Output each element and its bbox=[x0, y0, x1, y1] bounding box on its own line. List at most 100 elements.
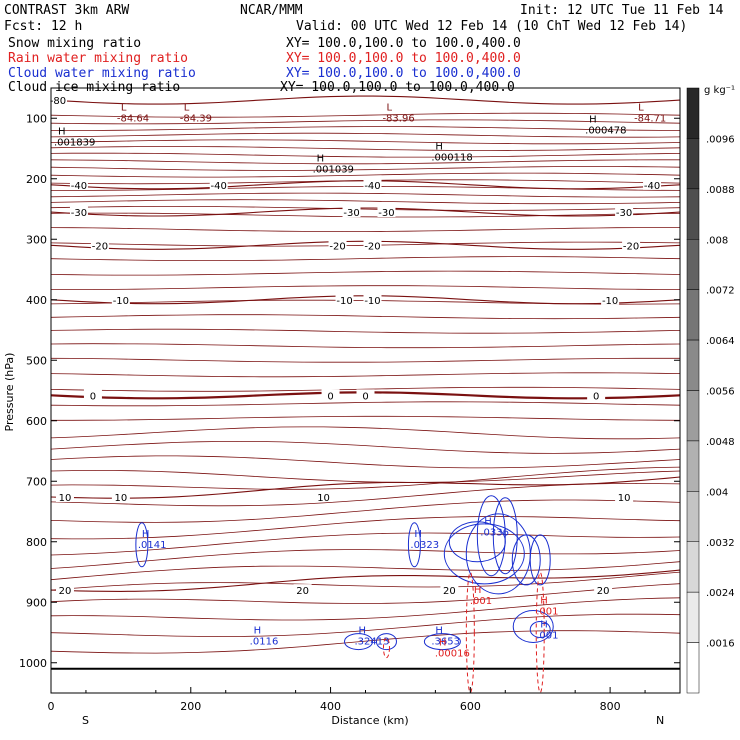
extremum-value: .001839 bbox=[54, 137, 95, 148]
colorbar-label: .0016 bbox=[706, 639, 735, 650]
isotherm-label-bg bbox=[69, 206, 88, 218]
colorbar-swatch bbox=[686, 87, 700, 139]
isotherm-thin bbox=[50, 112, 681, 118]
extremum-kind: H bbox=[589, 114, 597, 125]
isotherm-label-bg bbox=[587, 389, 606, 401]
field-cloud-water-name: Cloud water mixing ratio bbox=[8, 66, 196, 81]
isotherm-label-bg bbox=[90, 239, 109, 251]
isotherm-label-bg bbox=[48, 94, 67, 106]
isotherm-label: -10 bbox=[113, 296, 129, 307]
isotherm-label: -30 bbox=[343, 208, 359, 219]
rain-water-contour bbox=[382, 637, 390, 659]
extremum-value: .001 bbox=[536, 631, 558, 642]
isotherm-label-bg bbox=[342, 206, 361, 218]
cloud-water-contour bbox=[529, 534, 551, 586]
colorbar-swatch bbox=[686, 390, 700, 442]
isotherm-thin bbox=[50, 314, 681, 320]
y-tick-label: 800 bbox=[26, 536, 47, 549]
colorbar-swatch bbox=[686, 591, 700, 643]
field-snow-name: Snow mixing ratio bbox=[8, 36, 142, 51]
isotherm-thin bbox=[50, 571, 681, 591]
colorbar-label: .004 bbox=[706, 487, 728, 498]
y-tick-label: 1000 bbox=[19, 657, 47, 670]
field-snow-xy: XY= 100.0,100.0 to 100.0,400.0 bbox=[286, 36, 521, 51]
extremum-kind: H bbox=[435, 142, 443, 153]
colorbar-swatch bbox=[686, 491, 700, 543]
isotherm-label-bg bbox=[69, 178, 88, 190]
colorbar-swatch bbox=[686, 642, 700, 694]
isotherm-label: 0 bbox=[593, 391, 599, 402]
y-tick-label: 700 bbox=[26, 475, 47, 488]
isotherm-label: -20 bbox=[92, 241, 108, 252]
isotherm-label: 20 bbox=[443, 586, 456, 597]
isotherm-thin bbox=[50, 613, 681, 638]
extremum-kind: H bbox=[254, 626, 262, 637]
isotherm-label-bg bbox=[601, 293, 620, 305]
isotherm-label: 20 bbox=[296, 586, 309, 597]
extremum-value: -84.39 bbox=[180, 113, 212, 124]
isotherm-thin bbox=[50, 469, 681, 483]
colorbar-swatch bbox=[686, 440, 700, 492]
isotherm-thin bbox=[51, 285, 681, 290]
isotherm-thin bbox=[50, 440, 681, 454]
field-rain-xy: XY= 100.0,100.0 to 100.0,400.0 bbox=[286, 51, 521, 66]
isotherm-layer: -80 -40 -40 -40 -40 -30 -30 -30 -30 -20 -20 -20 -20 -… bbox=[48, 94, 681, 670]
isotherm-label-bg bbox=[363, 178, 382, 190]
extremum-value: .001039 bbox=[313, 165, 354, 176]
valid-time: Valid: 00 UTC Wed 12 Feb 14 (10 ChT Wed … bbox=[296, 19, 688, 34]
colorbar-label: .008 bbox=[706, 235, 728, 246]
isotherm-label-bg bbox=[321, 389, 340, 401]
isotherm-thin bbox=[50, 166, 681, 171]
colorbar-label: .0032 bbox=[706, 538, 735, 549]
isotherm-thin bbox=[50, 132, 681, 138]
isotherm-thin bbox=[50, 466, 681, 490]
field-cloud-water-xy: XY= 100.0,100.0 to 100.0,400.0 bbox=[286, 66, 521, 81]
colorbar-swatch bbox=[686, 188, 700, 240]
isotherm-label-bg bbox=[363, 293, 382, 305]
isotherm-labeled bbox=[50, 569, 681, 592]
x-tick-label: 0 bbox=[48, 700, 55, 713]
colorbar-label: .0096 bbox=[706, 134, 735, 145]
cloud-water-contour bbox=[443, 523, 525, 585]
forecast-hour: Fcst: 12 h bbox=[4, 19, 83, 34]
isotherm-label: -40 bbox=[644, 181, 660, 192]
isotherm-labeled bbox=[50, 95, 681, 105]
extremum-kind: H bbox=[435, 626, 443, 637]
extremum-kind: H bbox=[540, 595, 548, 606]
isotherm-label-bg bbox=[594, 584, 613, 596]
isotherm-label-bg bbox=[615, 206, 634, 218]
init-time: Init: 12 UTC Tue 11 Feb 14 bbox=[520, 3, 724, 18]
isotherm-label-bg bbox=[55, 490, 74, 502]
extremum-value: .00016 bbox=[435, 649, 470, 660]
isotherm-label: 0 bbox=[362, 391, 368, 402]
extremum-value: -84.71 bbox=[634, 113, 666, 124]
isotherm-thin bbox=[50, 357, 680, 363]
isotherm-label-bg bbox=[55, 584, 74, 596]
isotherm-label: 20 bbox=[59, 586, 72, 597]
left-endpoint-label: S bbox=[82, 714, 89, 727]
extremum-value: .3653 bbox=[431, 637, 460, 648]
isotherm-thin bbox=[50, 561, 681, 581]
isotherm-label: -30 bbox=[616, 208, 632, 219]
isotherm-label-bg bbox=[209, 178, 228, 190]
isotherm-label: -20 bbox=[364, 241, 380, 252]
extremum-value: .32413 bbox=[355, 637, 390, 648]
colorbar-swatch bbox=[686, 541, 700, 593]
extremum-value: -83.96 bbox=[382, 113, 414, 124]
isotherm-label-bg bbox=[335, 293, 354, 305]
extremum-kind: H bbox=[540, 620, 548, 631]
isotherm-label-bg bbox=[356, 389, 375, 401]
x-tick-label: 200 bbox=[180, 700, 201, 713]
colorbar-swatch bbox=[686, 239, 700, 290]
isotherm-label-bg bbox=[293, 584, 312, 596]
isotherm-label: 10 bbox=[618, 493, 631, 504]
y-tick-label: 200 bbox=[26, 173, 47, 186]
contour-label-layer: L-84.64L-84.39L-83.96L-84.71H.001839H.00… bbox=[54, 102, 666, 659]
isotherm-thin bbox=[50, 482, 681, 507]
isotherm-label: -20 bbox=[329, 241, 345, 252]
isotherm-label: -30 bbox=[71, 208, 87, 219]
extremum-kind: L bbox=[638, 102, 644, 113]
isotherm-label: 10 bbox=[317, 493, 330, 504]
